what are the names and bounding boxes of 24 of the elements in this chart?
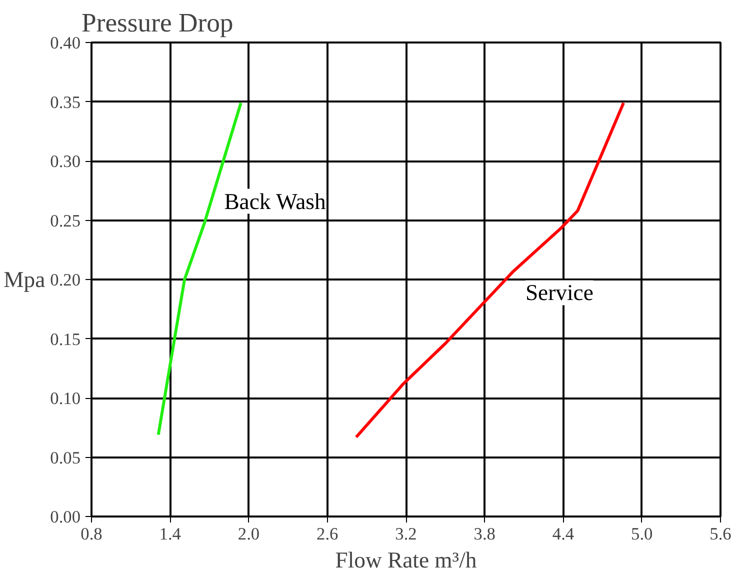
x-tick-label: 2.0 [238, 524, 260, 544]
y-tick-label: 0.00 [50, 508, 81, 526]
series-label: Back Wash [224, 188, 326, 214]
x-axis-title: Flow Rate m³/h [335, 548, 478, 572]
x-tick-label: 2.6 [316, 524, 339, 544]
x-tick-label: 0.8 [80, 524, 102, 544]
x-tick-label: 1.4 [159, 524, 182, 544]
line-series [354, 101, 626, 439]
y-tick-label: 0.15 [50, 330, 81, 349]
y-tick-label: 0.10 [50, 389, 81, 408]
y-tick-label: 0.20 [50, 270, 81, 290]
x-tick-label: 3.8 [474, 524, 496, 544]
x-tick-label: 5.6 [710, 524, 732, 544]
chart-title: Pressure Drop [82, 8, 234, 38]
x-tick-label: 5.0 [631, 524, 653, 544]
y-tick-label: 0.30 [50, 152, 81, 171]
y-tick-label: 0.25 [50, 211, 81, 230]
y-axis-title: Mpa [4, 267, 46, 292]
y-tick-label: 0.05 [50, 448, 81, 468]
y-tick-label: 0.35 [50, 92, 81, 112]
y-tick-label: 0.40 [50, 34, 81, 52]
x-tick-label: 3.2 [395, 524, 417, 544]
series-label: Service [525, 280, 594, 306]
x-tick-label: 4.4 [552, 524, 574, 544]
